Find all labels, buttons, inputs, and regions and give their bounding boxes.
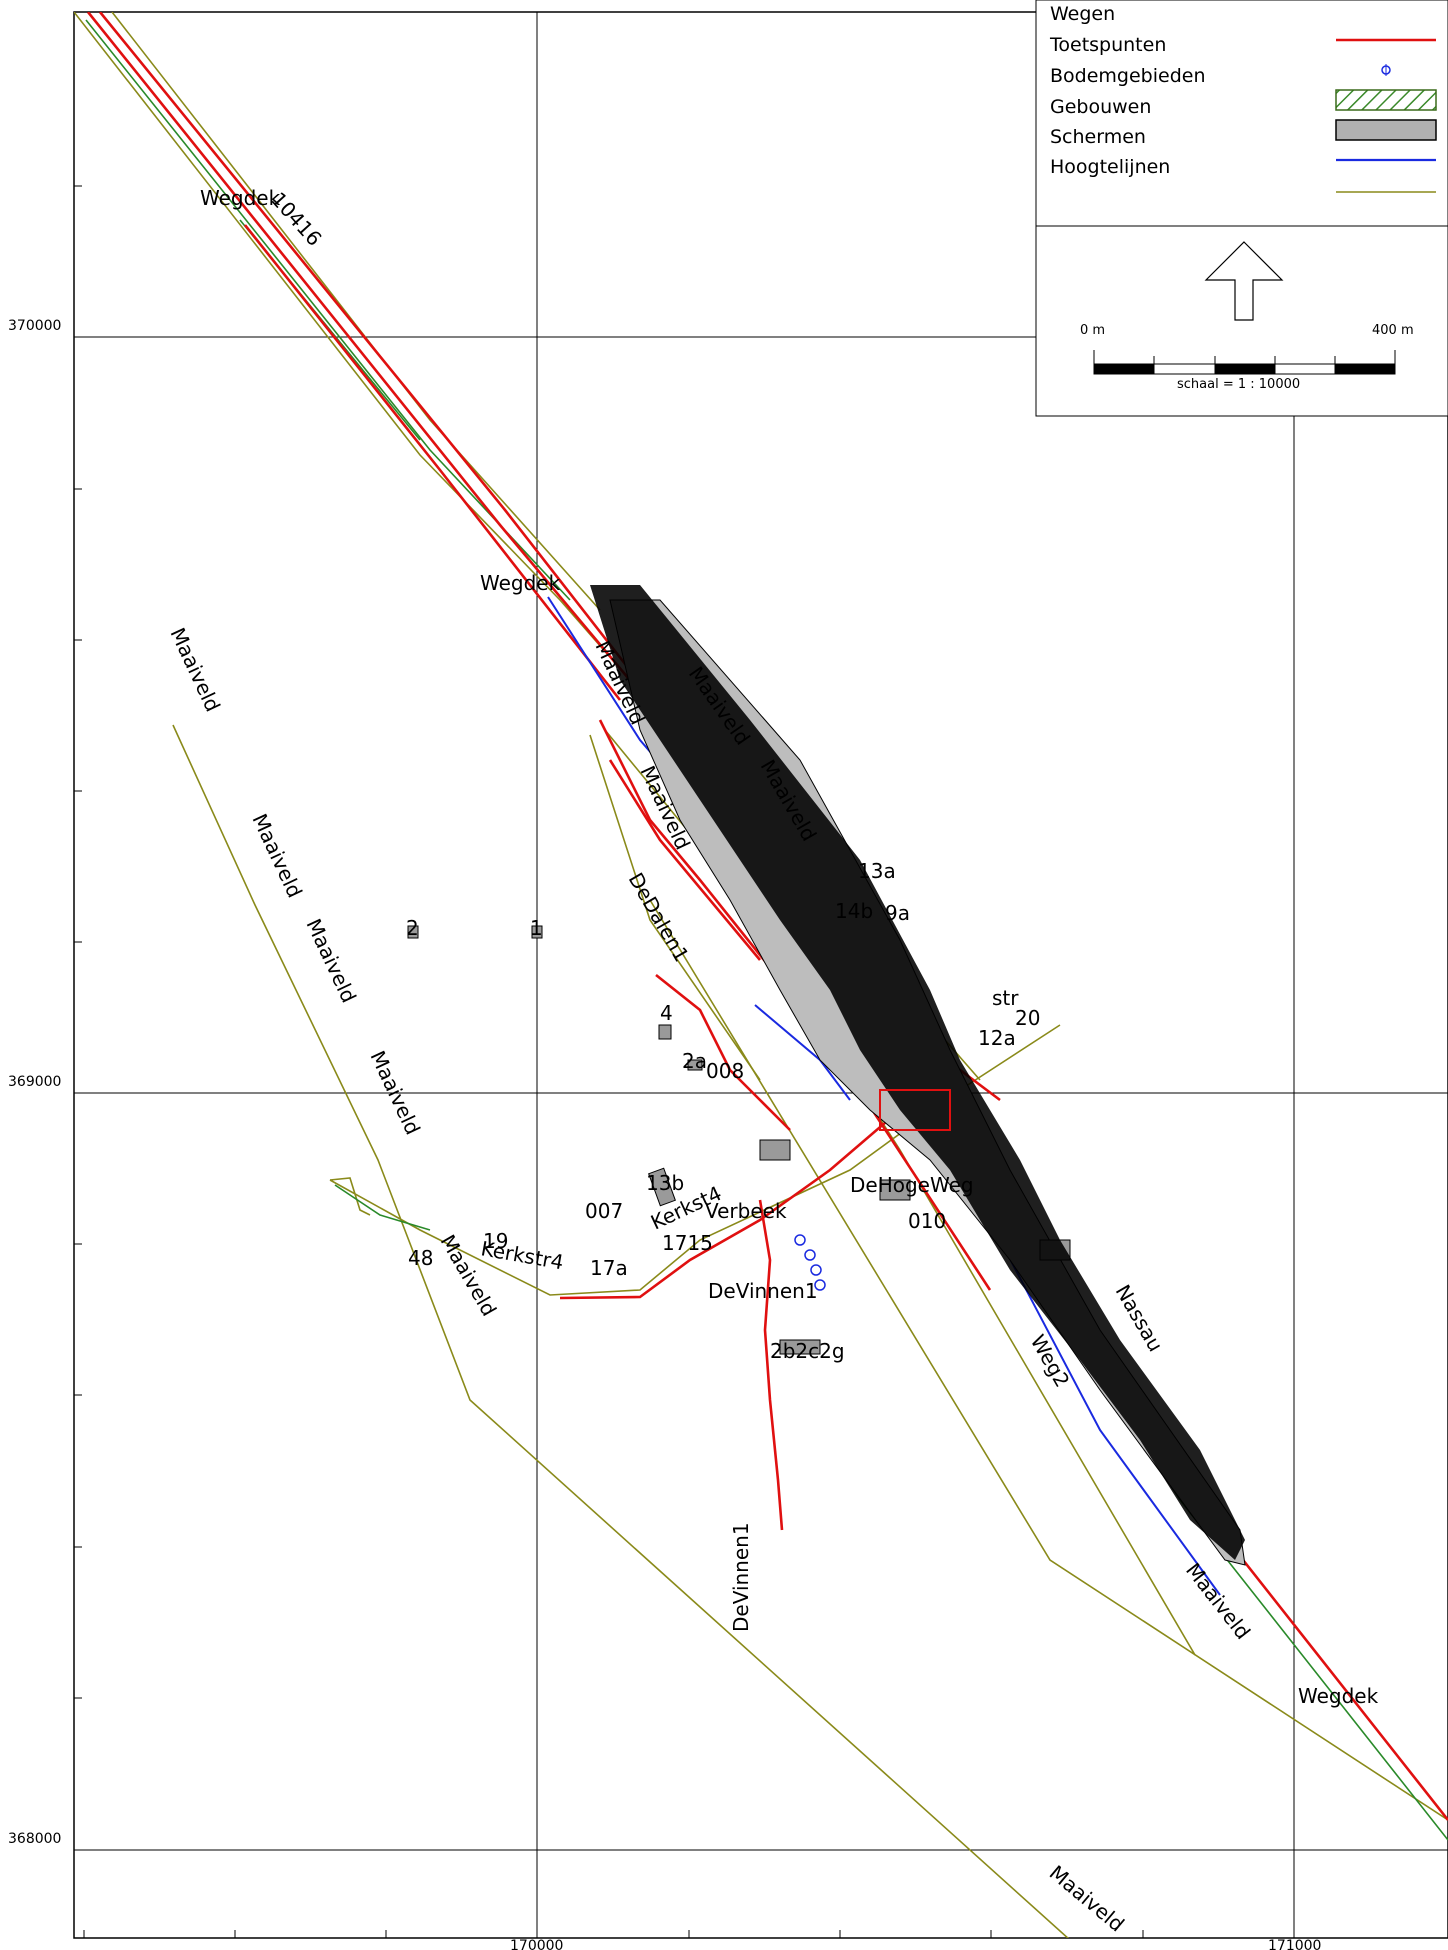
label-maaiveld-3: Maaiveld bbox=[301, 915, 361, 1006]
label-010: 010 bbox=[908, 1209, 946, 1233]
label-20: 20 bbox=[1015, 1006, 1040, 1030]
scale-end-label: 400 m bbox=[1372, 323, 1414, 338]
label-2b2c2g: 2b2c2g bbox=[770, 1339, 845, 1363]
scale-bar bbox=[1093, 350, 1396, 375]
y-axis-label-369000: 369000 bbox=[8, 1074, 61, 1090]
label-str: str bbox=[992, 986, 1019, 1010]
label-wegdek-south: Wegdek bbox=[1298, 1684, 1379, 1708]
label-13b: 13b bbox=[646, 1171, 684, 1195]
y-axis-label-368000: 368000 bbox=[8, 1831, 61, 1847]
legend-label-wegen: Wegen bbox=[1050, 3, 1115, 25]
legend-label-bodemgebieden: Bodemgebieden bbox=[1050, 65, 1206, 87]
label-wegdek-middle: Wegdek bbox=[480, 571, 561, 595]
label-2: 2 bbox=[406, 916, 419, 940]
label-dehogeweg: DeHogeWeg bbox=[850, 1173, 974, 1197]
x-axis-label-171000: 171000 bbox=[1268, 1938, 1321, 1950]
label-4: 4 bbox=[660, 1001, 673, 1025]
legend-label-schermen: Schermen bbox=[1050, 126, 1146, 148]
legend-panel: Wegen Toetspunten Bodemgebieden Gebouwen… bbox=[1035, 0, 1448, 227]
junction-outline bbox=[879, 1089, 951, 1131]
legend-symbol-blue-point bbox=[1381, 64, 1391, 76]
label-14b: 14b bbox=[835, 899, 873, 923]
label-008: 008 bbox=[706, 1059, 744, 1083]
label-devinnen-south: DeVinnen1 bbox=[729, 1522, 753, 1632]
overlapping-labels-cluster bbox=[590, 585, 1245, 1560]
y-axis-label-370000: 370000 bbox=[8, 318, 61, 334]
label-1715: 1715 bbox=[662, 1231, 713, 1255]
label-verbeek: Verbeek bbox=[705, 1199, 787, 1223]
axis-ticks bbox=[74, 185, 1144, 1938]
scale-start-label: 0 m bbox=[1080, 323, 1105, 338]
legend-label-hoogtelijnen: Hoogtelijnen bbox=[1050, 156, 1170, 178]
soil-area-points bbox=[794, 1234, 826, 1291]
legend-label-gebouwen: Gebouwen bbox=[1050, 96, 1151, 118]
x-axis-label-170000: 170000 bbox=[510, 1938, 563, 1950]
label-maaiveld-2: Maaiveld bbox=[247, 810, 307, 901]
label-devinnen-center: DeVinnen1 bbox=[708, 1279, 818, 1303]
label-13a: 13a bbox=[858, 859, 896, 883]
north-arrow-icon bbox=[1204, 241, 1284, 321]
label-maaiveld-11: Maaiveld bbox=[1045, 1860, 1129, 1936]
label-maaiveld-10: Maaiveld bbox=[1181, 1558, 1255, 1643]
scale-panel: 0 m 400 m schaal = 1 : 10000 bbox=[1035, 225, 1448, 417]
scale-caption: schaal = 1 : 10000 bbox=[1177, 377, 1300, 392]
legend-symbol-hatch-box bbox=[1335, 89, 1437, 111]
label-19: 19 bbox=[483, 1229, 508, 1253]
legend-label-toetspunten: Toetspunten bbox=[1049, 34, 1166, 56]
label-9a: 9a bbox=[885, 901, 910, 925]
label-12a: 12a bbox=[978, 1026, 1016, 1050]
label-2a: 2a bbox=[682, 1049, 707, 1073]
building-cluster bbox=[407, 599, 1246, 1566]
legend-symbol-grey-box bbox=[1335, 119, 1437, 141]
label-17a: 17a bbox=[590, 1256, 628, 1280]
label-1: 1 bbox=[530, 916, 543, 940]
label-dedalen: DeDalen1 bbox=[624, 869, 694, 966]
label-48: 48 bbox=[408, 1246, 433, 1270]
label-maaiveld-1: Maaiveld bbox=[165, 624, 225, 715]
map-frame bbox=[73, 11, 1448, 1939]
label-road-code: 10416 bbox=[266, 187, 326, 250]
label-wegdek-north: Wegdek bbox=[200, 186, 281, 210]
label-007: 007 bbox=[585, 1199, 623, 1223]
